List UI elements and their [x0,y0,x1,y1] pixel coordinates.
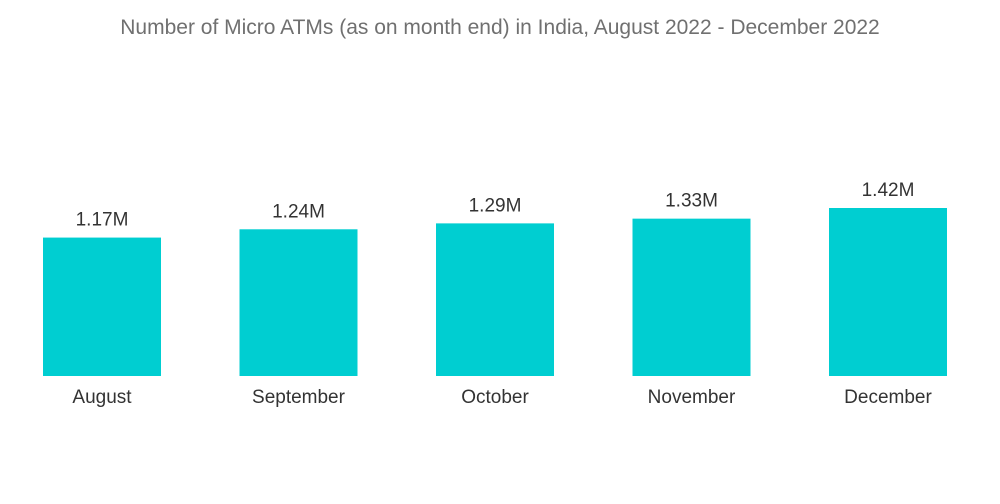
labels-layer: 1.17M August 1.24M September 1.29M October 1.3… [72,180,932,408]
value-label-august: 1.17M [76,210,129,231]
category-label-october: October [461,387,529,408]
bar-october [436,223,554,376]
bars-layer [43,208,947,376]
category-label-september: September [252,387,346,408]
bar-november [632,218,751,376]
value-label-november: 1.33M [665,191,718,212]
bar-september [239,229,358,376]
category-label-november: November [648,387,736,408]
value-label-december: 1.42M [862,180,915,201]
bar-december [829,208,947,376]
bar-august [43,237,161,376]
category-label-august: August [72,387,132,408]
category-label-december: December [844,387,932,408]
value-label-september: 1.24M [272,201,325,222]
value-label-october: 1.29M [469,195,522,216]
chart-title: Number of Micro ATMs (as on month end) i… [120,16,880,39]
